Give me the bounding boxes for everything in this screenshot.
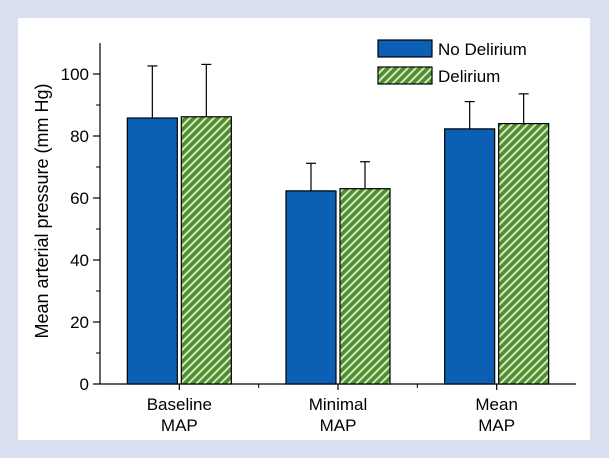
y-tick-label: 100 <box>61 65 89 84</box>
x-tick-label: MAP <box>478 416 515 435</box>
bar-delirium <box>339 188 391 385</box>
bars <box>126 116 550 385</box>
legend-label: No Delirium <box>438 40 527 59</box>
y-axis-label: Mean arterial pressure (mm Hg) <box>32 83 52 338</box>
bar-delirium <box>498 122 550 385</box>
y-tick-label: 40 <box>70 251 89 270</box>
x-tick-label: MAP <box>161 416 198 435</box>
legend-swatch <box>377 66 433 85</box>
axes: 0 20 40 60 80 100 <box>61 43 576 394</box>
y-tick-label: 20 <box>70 313 89 332</box>
y-tick-label: 0 <box>80 375 89 394</box>
legend-swatch <box>377 39 433 58</box>
y-tick-label: 60 <box>70 189 89 208</box>
x-tick-label: Minimal <box>309 395 368 414</box>
bar-no-delirium <box>126 117 178 385</box>
legend-label: Delirium <box>438 67 500 86</box>
x-tick-label: Baseline <box>147 395 212 414</box>
bar-no-delirium <box>285 190 337 385</box>
x-tick-labels: Baseline MAP Minimal MAP Mean MAP <box>147 395 518 435</box>
x-tick-label: MAP <box>320 416 357 435</box>
chart-panel: 0 20 40 60 80 100 Baseline MAP Minimal MAP Mean MA… <box>18 18 590 440</box>
bar-no-delirium <box>444 128 496 385</box>
bar-chart: 0 20 40 60 80 100 Baseline MAP Minimal MAP Mean MA… <box>32 39 576 435</box>
error-bars <box>147 63 529 191</box>
bar-delirium <box>180 116 232 385</box>
x-tick-label: Mean <box>475 395 518 414</box>
legend: No Delirium Delirium <box>377 39 527 86</box>
y-tick-label: 80 <box>70 127 89 146</box>
